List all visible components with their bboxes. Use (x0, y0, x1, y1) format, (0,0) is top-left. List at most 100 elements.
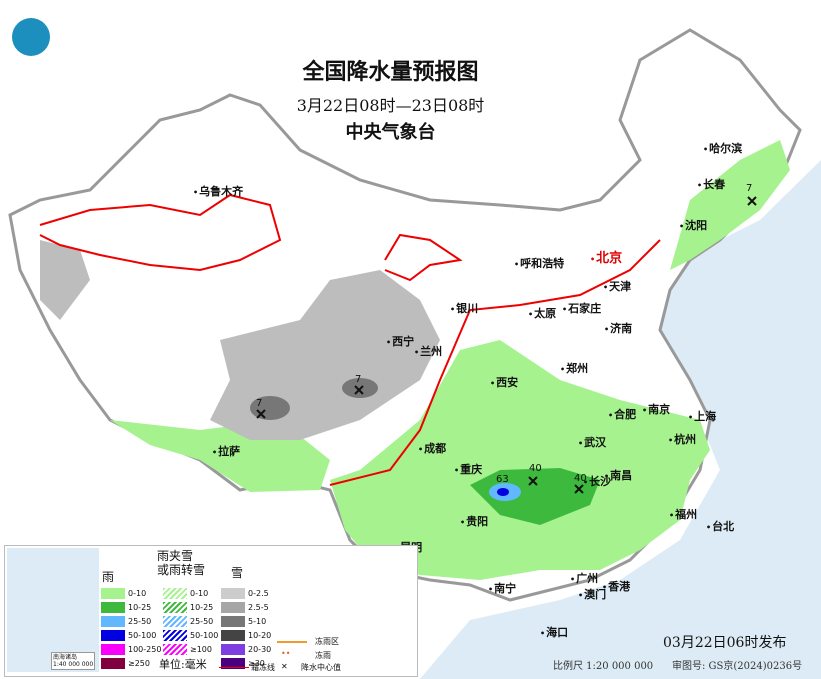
legend-swatch (101, 630, 125, 641)
legend-swatch (221, 644, 245, 655)
freezing-rain-zone-line (277, 641, 307, 643)
cma-logo (12, 18, 50, 56)
mix-title: 雨夹雪 或雨转雪 (157, 549, 206, 577)
freezing-rain-symbol: •• (281, 649, 291, 658)
city-label: 哈尔滨 (703, 140, 742, 156)
center-mark-symbol: ✕ (281, 662, 288, 671)
city-label: 合肥 (608, 406, 636, 422)
city-label: 沈阳 (679, 217, 707, 233)
center-value: 7 (256, 398, 263, 409)
legend-swatch (163, 588, 187, 599)
legend-swatch (221, 588, 245, 599)
city-label: 香港 (602, 578, 630, 594)
center-value: 40 (529, 463, 542, 474)
legend-swatch (163, 616, 187, 627)
center-mark (747, 196, 757, 206)
inset-scale: 1:40 000 000 (53, 661, 94, 668)
legend-label: 0-10 (190, 589, 209, 598)
legend-swatch (101, 658, 125, 669)
legend-swatch (101, 644, 125, 655)
city-label: 天津 (603, 278, 631, 294)
map-scale: 比例尺 1:20 000 000 (553, 661, 654, 672)
center-mark (256, 409, 266, 419)
city-label: 长春 (697, 176, 725, 192)
city-label: 武汉 (578, 434, 606, 450)
city-label: 郑州 (560, 360, 588, 376)
legend-label: 2.5-5 (248, 603, 269, 612)
legend-label: 50-100 (190, 631, 219, 640)
snow-title: 雪 (231, 566, 244, 580)
city-label: 澳门 (578, 586, 606, 602)
city-label: 南昌 (604, 467, 632, 483)
city-label: 成都 (418, 440, 446, 456)
city-label: 北京 (590, 247, 622, 266)
freezing-rain-label: 冻雨 (315, 651, 331, 660)
rain-0-10-south (330, 340, 710, 580)
legend-swatch (163, 630, 187, 641)
rain-10-25 (470, 468, 600, 525)
city-label: 西安 (490, 374, 518, 390)
legend-label: ≥30 (248, 659, 265, 668)
issuer: 中央气象台 (345, 122, 436, 143)
city-label: 兰州 (414, 343, 442, 359)
frost-line-north (39, 193, 282, 272)
center-value: 63 (496, 474, 509, 485)
legend-label: 25-50 (190, 617, 214, 626)
city-label: 广州 (570, 570, 598, 586)
legend-label: 0-10 (128, 589, 147, 598)
center-value: 40 (574, 473, 587, 484)
center-value-label: 降水中心值 (301, 663, 341, 672)
center-value: 7 (355, 374, 362, 385)
frost-line-loop (384, 233, 463, 282)
publish-time: 03月22日06时发布 (663, 635, 787, 651)
sea (420, 160, 821, 679)
city-label: 南京 (642, 401, 670, 417)
review-number: 审图号: GS京(2024)0236号 (672, 661, 803, 672)
city-label: 济南 (604, 320, 632, 336)
legend-swatch (101, 602, 125, 613)
legend-label: 100-250 (128, 645, 162, 654)
city-label: 重庆 (454, 461, 482, 477)
legend: 南海诸岛 1:40 000 000 雨 雨夹雪 或雨转雪 雪 0-10 10-25… (4, 545, 418, 677)
legend-swatch (221, 658, 245, 669)
frost-line-symbol (219, 667, 249, 668)
frost-line-label: 霜冻线 (251, 663, 275, 672)
city-label: 太原 (528, 305, 556, 321)
legend-swatch (221, 616, 245, 627)
city-label: 台北 (706, 518, 734, 534)
legend-label: 0-2.5 (248, 589, 269, 598)
center-mark (574, 484, 584, 494)
city-label: 呼和浩特 (514, 255, 564, 271)
legend-swatch (221, 630, 245, 641)
snow-area (40, 240, 440, 440)
legend-label: 10-25 (128, 603, 152, 612)
city-label: 杭州 (668, 431, 696, 447)
legend-label: ≥250 (128, 659, 150, 668)
legend-swatch (101, 588, 125, 599)
unit: 单位:毫米 (159, 658, 207, 671)
legend-swatch (101, 616, 125, 627)
rain-title: 雨 (102, 570, 115, 584)
city-label: 石家庄 (562, 300, 601, 316)
forecast-period: 3月22日08时—23日08时 (296, 96, 485, 115)
city-label: 乌鲁木齐 (193, 183, 243, 199)
legend-label: 50-100 (128, 631, 157, 640)
freezing-rain-zone-label: 冻雨区 (315, 637, 339, 646)
center-mark (354, 385, 364, 395)
city-label: 拉萨 (212, 443, 240, 459)
legend-swatch (163, 602, 187, 613)
legend-label: 5-10 (248, 617, 267, 626)
legend-swatch (163, 644, 187, 655)
legend-label: 10-20 (248, 631, 272, 640)
city-label: 西宁 (386, 333, 414, 349)
center-mark (528, 476, 538, 486)
legend-label: 25-50 (128, 617, 152, 626)
city-label: 贵阳 (460, 513, 488, 529)
rain-50-100 (497, 488, 509, 496)
legend-label: 20-30 (248, 645, 272, 654)
inset-title: 南海诸岛 (53, 654, 78, 661)
city-label: 南宁 (488, 580, 516, 596)
city-label: 海口 (540, 624, 568, 640)
rain-0-10-northeast (670, 140, 790, 270)
city-label: 上海 (688, 408, 716, 424)
